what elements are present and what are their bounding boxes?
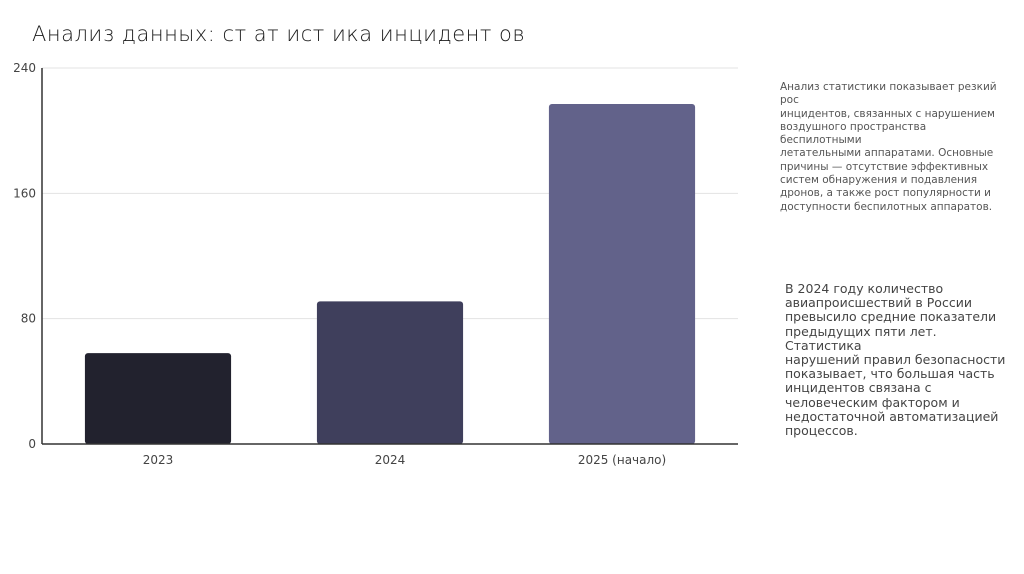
y-tick-label: 160 [13,186,36,200]
x-category-label: 2024 [375,453,406,467]
bar-2 [316,301,464,444]
y-axis-ticks: 0 80 160 240 [13,61,36,451]
page-title: Анализ данных: ст ат ист ика инцидент ов [32,22,526,46]
x-axis-labels: 2023 2024 2025 (начало) [143,453,666,467]
stats-2024-note: В 2024 году количество авиапроисшествий … [785,281,1006,439]
x-category-label: 2025 (начало) [578,453,666,467]
analysis-note: Анализ статистики показывает резкий рос … [780,81,997,213]
bar-chart: 0 80 160 240 2023 2024 2025 (начало) [13,61,738,467]
y-tick-label: 80 [21,312,36,326]
y-tick-label: 0 [28,437,36,451]
bars [84,104,696,445]
x-category-label: 2023 [143,453,174,467]
bar-1 [84,353,232,444]
y-tick-label: 240 [13,61,36,75]
bar-3 [548,104,696,445]
